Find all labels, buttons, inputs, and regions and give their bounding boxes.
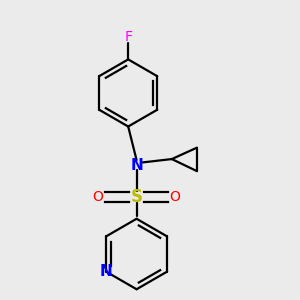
Text: O: O <box>93 190 104 204</box>
Text: S: S <box>130 188 142 206</box>
Text: O: O <box>170 190 181 204</box>
Text: F: F <box>124 30 132 44</box>
Text: N: N <box>100 264 112 279</box>
Text: N: N <box>130 158 143 172</box>
